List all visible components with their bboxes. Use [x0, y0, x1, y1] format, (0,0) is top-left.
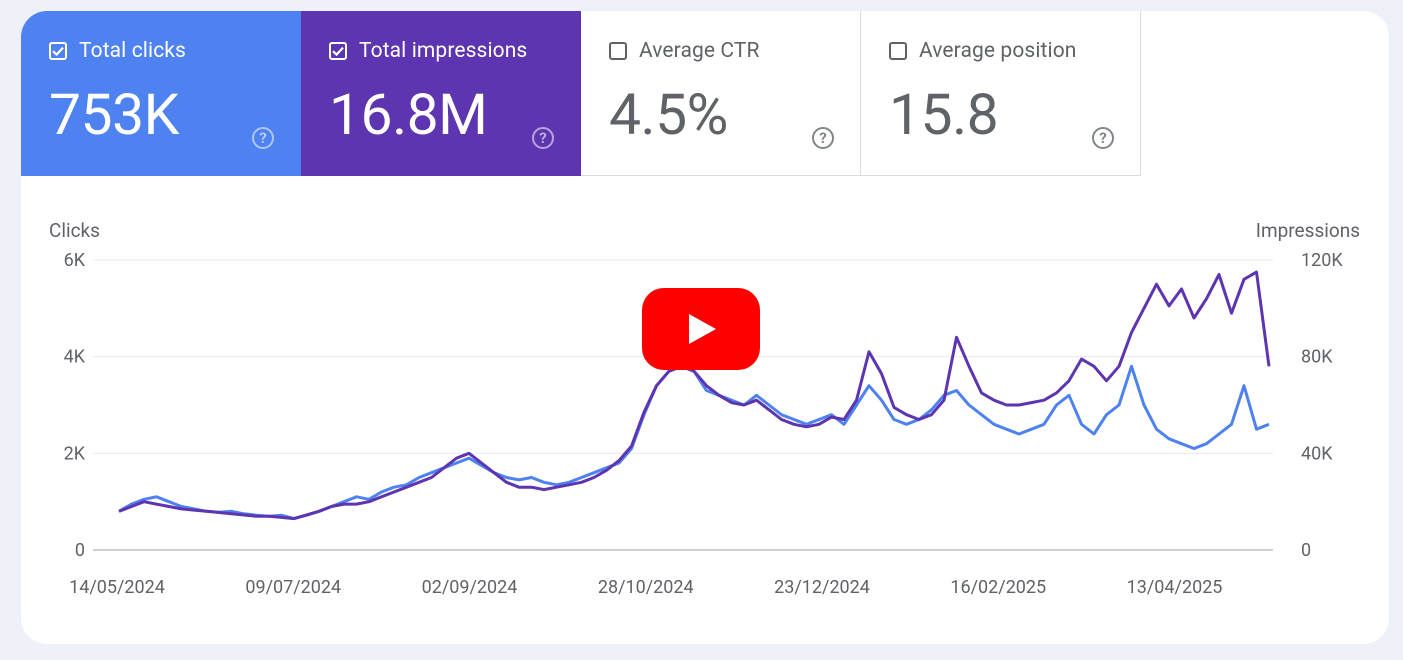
left-axis-title: Clicks — [49, 219, 100, 242]
metric-value: 16.8M — [329, 81, 488, 148]
metric-value: 4.5% — [609, 81, 728, 148]
x-tick-label: 28/10/2024 — [598, 577, 694, 598]
left-axis-ticks: 0 2K 4K 6K — [64, 250, 86, 561]
performance-card: Clicks Impressions 0 2K 4K 6K 0 40K 80K 120K 1… — [21, 11, 1389, 644]
left-tick-label: 2K — [64, 443, 86, 464]
checkbox-checked-icon[interactable] — [329, 42, 347, 60]
checkbox-checked-icon[interactable] — [49, 42, 67, 60]
help-icon[interactable]: ? — [812, 127, 834, 149]
metric-label: Average CTR — [639, 39, 760, 63]
performance-chart: Clicks Impressions 0 2K 4K 6K 0 40K 80K 120K 1… — [49, 219, 1360, 598]
left-tick-label: 6K — [64, 250, 86, 271]
series-line-clicks — [118, 364, 1270, 521]
x-tick-label: 23/12/2024 — [774, 577, 870, 598]
help-icon[interactable]: ? — [1092, 127, 1114, 149]
checkbox-unchecked-icon[interactable] — [609, 42, 627, 60]
metric-label: Average position — [919, 39, 1077, 63]
x-tick-label: 14/05/2024 — [69, 577, 165, 598]
right-tick-label: 120K — [1301, 250, 1343, 271]
play-triangle — [689, 314, 716, 344]
left-tick-label: 4K — [64, 347, 86, 368]
x-axis-ticks: 14/05/2024 09/07/2024 02/09/2024 28/10/2024… — [69, 577, 1222, 598]
x-tick-label: 13/04/2025 — [1127, 577, 1223, 598]
metric-value: 15.8 — [889, 81, 999, 148]
left-tick-label: 0 — [75, 540, 85, 561]
metric-label: Total clicks — [79, 39, 186, 63]
help-icon[interactable]: ? — [252, 127, 274, 149]
metric-average-position[interactable]: Average position 15.8 ? — [861, 11, 1141, 176]
video-play-icon[interactable] — [642, 288, 760, 370]
x-tick-label: 16/02/2025 — [950, 577, 1046, 598]
help-icon[interactable]: ? — [532, 127, 554, 149]
metric-tiles: Total clicks 753K ? Total impressions 16… — [21, 11, 1141, 176]
x-tick-label: 09/07/2024 — [245, 577, 341, 598]
x-tick-label: 02/09/2024 — [422, 577, 518, 598]
right-tick-label: 0 — [1301, 540, 1311, 561]
metric-value: 753K — [49, 81, 179, 148]
metric-total-clicks[interactable]: Total clicks 753K ? — [21, 11, 301, 176]
metric-average-ctr[interactable]: Average CTR 4.5% ? — [581, 11, 861, 176]
right-tick-label: 40K — [1301, 443, 1333, 464]
right-tick-label: 80K — [1301, 347, 1333, 368]
right-axis-title: Impressions — [1256, 219, 1360, 242]
metric-label: Total impressions — [359, 39, 528, 63]
series-line-impressions — [118, 270, 1271, 521]
series-lines — [118, 270, 1271, 521]
metric-total-impressions[interactable]: Total impressions 16.8M ? — [301, 11, 581, 176]
checkbox-unchecked-icon[interactable] — [889, 42, 907, 60]
right-axis-ticks: 0 40K 80K 120K — [1301, 250, 1343, 561]
